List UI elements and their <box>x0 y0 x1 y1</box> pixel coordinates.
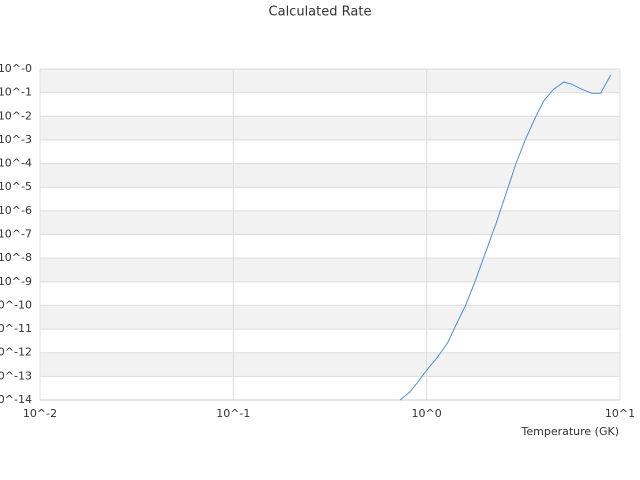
grid-band <box>40 210 620 235</box>
y-tick-label: 10^-2 <box>0 109 32 122</box>
x-axis-label: Temperature (GK) <box>521 425 620 438</box>
y-tick-label: 10^-3 <box>0 133 32 146</box>
grid-band <box>40 116 620 140</box>
grid-band <box>40 69 620 93</box>
y-tick-label: 10^-10 <box>0 298 32 311</box>
y-tick-label: 10^-4 <box>0 157 32 170</box>
grid-band <box>40 305 620 330</box>
grid-band <box>40 352 620 377</box>
data-line <box>399 74 612 401</box>
y-tick-label: 10^-7 <box>0 228 32 241</box>
y-tick-label: 10^-14 <box>0 393 32 406</box>
y-tick-label: 10^-8 <box>0 251 32 264</box>
chart-title: Calculated Rate <box>269 5 372 20</box>
grid-band <box>40 163 620 188</box>
y-tick-label: 10^-11 <box>0 322 32 335</box>
y-tick-label: 10^-9 <box>0 275 32 288</box>
y-tick-label: 10^-0 <box>0 62 32 75</box>
y-tick-label: 10^-5 <box>0 180 32 193</box>
y-tick-label: 10^-13 <box>0 369 32 382</box>
x-tick-label: 10^0 <box>412 407 442 420</box>
x-tick-label: 10^-2 <box>23 407 57 420</box>
y-tick-label: 10^-12 <box>0 346 32 359</box>
grid-band <box>40 258 620 282</box>
x-tick-label: 10^-1 <box>216 407 250 420</box>
x-tick-label: 10^1 <box>605 407 635 420</box>
y-tick-label: 10^-1 <box>0 86 32 99</box>
y-tick-label: 10^-6 <box>0 204 32 217</box>
